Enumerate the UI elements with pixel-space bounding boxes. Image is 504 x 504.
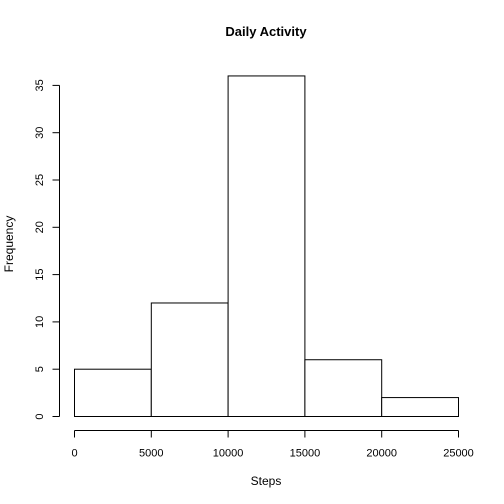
- y-axis: 0 5 10 15 20 25 30 35: [34, 79, 60, 420]
- histogram-bar: [381, 397, 460, 417]
- histogram-bar: [304, 359, 383, 417]
- y-axis-label: Frequency: [2, 216, 16, 273]
- x-tick-label: 10000: [213, 448, 244, 460]
- y-tick-label: 0: [34, 413, 46, 419]
- y-tick-label: 15: [34, 268, 46, 280]
- y-tick-label: 25: [34, 174, 46, 186]
- x-tick-label: 5000: [139, 448, 163, 460]
- histogram-bar: [227, 75, 306, 417]
- x-axis-label: Steps: [251, 474, 282, 488]
- x-axis: 0 5000 10000 15000 20000 25000: [71, 430, 474, 460]
- y-tick-label: 10: [34, 316, 46, 328]
- histogram-bar: [150, 302, 229, 418]
- histogram-bar: [74, 368, 152, 418]
- chart-title: Daily Activity: [225, 24, 307, 39]
- x-tick-label: 15000: [290, 448, 321, 460]
- x-tick-label: 0: [71, 448, 77, 460]
- x-tick-label: 25000: [443, 448, 474, 460]
- y-tick-label: 35: [34, 79, 46, 91]
- y-tick-label: 20: [34, 221, 46, 233]
- x-tick-label: 20000: [366, 448, 397, 460]
- bars-group: [74, 75, 460, 418]
- y-tick-label: 5: [34, 366, 46, 372]
- y-tick-label: 30: [34, 127, 46, 139]
